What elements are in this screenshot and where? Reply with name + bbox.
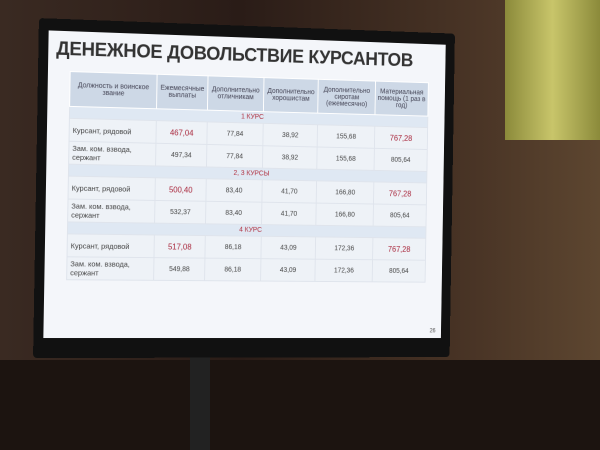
value-cell: 549,88 [154,258,205,281]
value-cell: 767,28 [373,182,426,205]
table-row: Курсант, рядовой 517,08 86,18 43,09 172,36 76… [67,234,426,260]
screen: ДЕНЕЖНОЕ ДОВОЛЬСТВИЕ КУРСАНТОВ Должность… [33,18,455,358]
value-cell: 41,70 [262,180,317,203]
header-cell: Дополнительно сиротам (ежемесячно) [318,79,375,114]
value-cell: 166,80 [316,203,373,226]
value-cell: 43,09 [260,259,315,282]
value-cell: 166,80 [317,181,374,204]
header-cell: Ежемесячные выплаты [157,74,209,110]
value-cell: 467,04 [156,121,207,145]
value-cell: 41,70 [261,202,316,225]
slide: ДЕНЕЖНОЕ ДОВОЛЬСТВИЕ КУРСАНТОВ Должность… [43,30,445,338]
value-cell: 172,36 [315,259,372,282]
curtain [505,0,600,140]
value-cell: 77,84 [207,122,263,146]
page-number: 26 [429,328,435,334]
value-cell: 155,68 [318,125,375,149]
header-cell: Должность и воинское звание [70,72,158,109]
stand [190,350,210,450]
value-cell: 38,92 [262,146,317,170]
value-cell: 155,68 [317,147,374,170]
table-row: Зам. ком. взвода, сержант 549,88 86,18 43,0… [67,257,426,282]
value-cell: 497,34 [156,143,207,167]
value-cell: 532,37 [155,200,206,223]
value-cell: 767,28 [372,238,425,261]
header-cell: Дополнительно отличникам [208,76,264,112]
value-cell: 86,18 [205,258,261,281]
value-cell: 83,40 [206,201,262,224]
position-cell: Курсант, рядовой [68,176,155,200]
value-cell: 38,92 [263,123,318,147]
value-cell: 767,28 [374,126,427,149]
header-cell: Дополнительно хорошистам [263,78,319,114]
value-cell: 83,40 [206,179,262,202]
pay-table: Должность и воинское звание Ежемесячные в… [66,71,429,283]
value-cell: 500,40 [155,178,206,202]
value-cell: 805,64 [374,148,427,171]
value-cell: 172,36 [316,237,373,260]
value-cell: 517,08 [154,235,205,258]
position-cell: Зам. ком. взвода, сержант [69,141,156,166]
header-cell: Материальная помощь (1 раз в год) [375,81,429,116]
value-cell: 43,09 [261,236,316,259]
slide-title: ДЕНЕЖНОЕ ДОВОЛЬСТВИЕ КУРСАНТОВ [56,39,413,73]
position-cell: Курсант, рядовой [67,234,154,258]
position-cell: Курсант, рядовой [69,118,156,143]
value-cell: 805,64 [373,204,426,227]
position-cell: Зам. ком. взвода, сержант [68,199,155,223]
position-cell: Зам. ком. взвода, сержант [67,257,154,281]
value-cell: 77,84 [207,144,263,168]
floor [0,360,600,450]
value-cell: 805,64 [372,260,425,282]
value-cell: 86,18 [205,236,261,259]
